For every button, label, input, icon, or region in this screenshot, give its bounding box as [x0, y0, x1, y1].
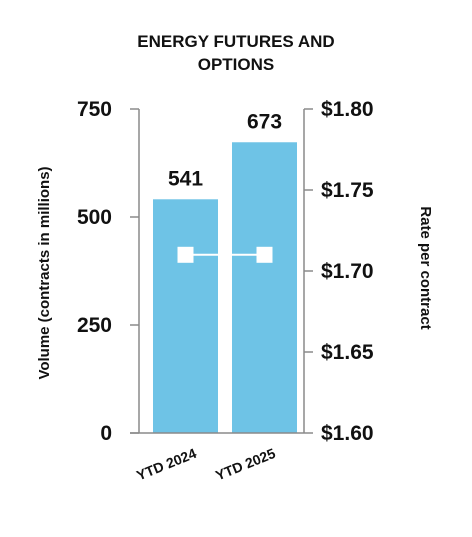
- bar-value-label-1: 541: [168, 167, 203, 190]
- y-tick-label-3: 750: [77, 98, 112, 121]
- chart-title-line-1: ENERGY FUTURES AND: [137, 32, 334, 51]
- y2-axis-title: Rate per contract: [417, 206, 434, 329]
- rate-series: [177, 246, 273, 263]
- x-category-label-2: YTD 2025: [213, 445, 278, 484]
- y-tick-label-2: 500: [77, 206, 112, 229]
- y2-tick-label-2: $1.70: [321, 260, 374, 283]
- y-axis-title: Volume (contracts in millions): [36, 166, 53, 379]
- rate-marker-1: [177, 246, 194, 263]
- rate-marker-2: [256, 246, 273, 263]
- tick-labels: 0 250 500 750 $1.60 $1.65 $1.70 $1.75 $1.80: [77, 98, 374, 445]
- y2-tick-label-1: $1.65: [321, 341, 374, 364]
- bar-2: [232, 142, 297, 433]
- y2-tick-label-0: $1.60: [321, 422, 374, 445]
- x-category-label-1: YTD 2024: [134, 445, 199, 484]
- y-tick-label-1: 250: [77, 314, 112, 337]
- chart-title: ENERGY FUTURES AND OPTIONS: [137, 32, 334, 74]
- bar-1: [153, 199, 218, 433]
- bar-value-label-2: 673: [247, 110, 282, 133]
- chart-title-line-2: OPTIONS: [198, 55, 275, 74]
- category-labels: YTD 2024 YTD 2025: [134, 445, 278, 484]
- y2-tick-label-4: $1.80: [321, 98, 374, 121]
- y-tick-label-0: 0: [100, 422, 112, 445]
- bars: 541 673: [153, 110, 297, 433]
- axes: [130, 108, 313, 434]
- y2-tick-label-3: $1.75: [321, 179, 374, 202]
